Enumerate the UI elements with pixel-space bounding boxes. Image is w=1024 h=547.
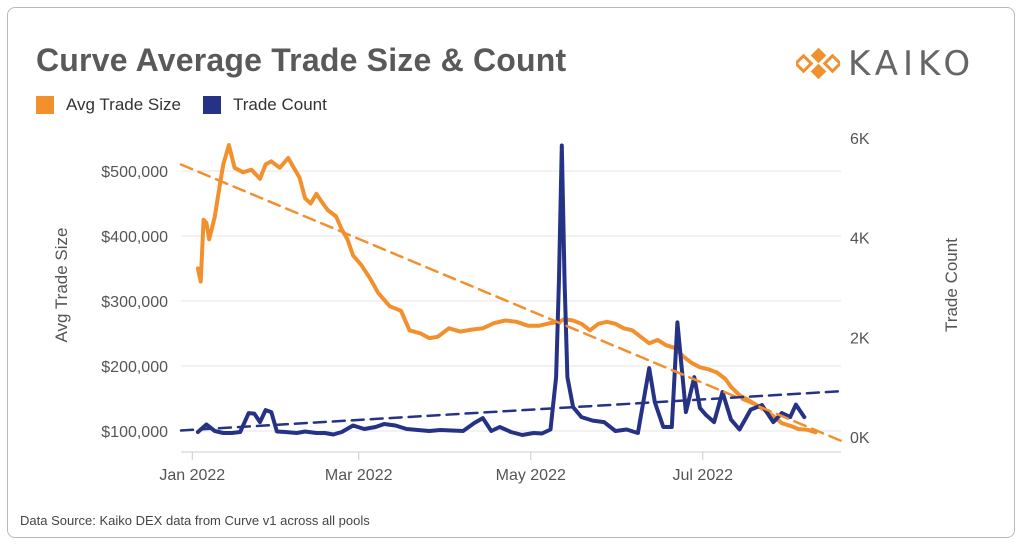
legend-label-avg: Avg Trade Size (66, 95, 181, 114)
series-line-avg-trade-size (195, 143, 818, 435)
chart-title: Curve Average Trade Size & Count (36, 42, 567, 78)
x-tick-label: Jul 2022 (673, 467, 734, 484)
y-right-tick-label: 4K (850, 231, 870, 248)
legend-item-trade-count[interactable]: Trade Count (202, 95, 327, 115)
legend-label-count: Trade Count (232, 95, 327, 114)
x-tick-label: Jan 2022 (159, 467, 225, 484)
y-left-tick-label: $300,000 (101, 294, 168, 311)
y-left-tick-label: $100,000 (101, 424, 168, 441)
legend-swatch-avg (36, 96, 54, 114)
kaiko-logo-icon (796, 48, 840, 80)
tick-labels: $100,000 $200,000 $300,000 $400,000 $500,000… (101, 131, 870, 484)
y-right-tick-label: 0K (850, 430, 870, 447)
y-right-tick-label: 6K (850, 131, 870, 148)
y-left-tick-label: $500,000 (101, 164, 168, 181)
legend-item-avg-trade-size[interactable]: Avg Trade Size (36, 95, 181, 115)
logo-text: KAIKO (848, 44, 976, 84)
data-source-note: Data Source: Kaiko DEX data from Curve v… (20, 513, 370, 528)
y-left-tick-label: $400,000 (101, 229, 168, 246)
y-left-tick-label: $200,000 (101, 359, 168, 376)
trend-line-avg-trade-size (179, 163, 843, 443)
grid-lines (181, 170, 841, 432)
chart-card (7, 7, 1015, 538)
axes (181, 451, 841, 460)
kaiko-logo: KAIKO (796, 44, 975, 84)
trend-line-trade-count (179, 389, 843, 432)
x-tick-label: Mar 2022 (325, 467, 393, 484)
x-tick-label: May 2022 (496, 467, 566, 484)
legend-swatch-count (202, 96, 221, 114)
chart-legend: Avg Trade Size Trade Count (36, 95, 327, 115)
y-right-tick-label: 2K (850, 330, 870, 347)
series-lines (179, 143, 843, 443)
series-line-trade-count (195, 143, 807, 437)
